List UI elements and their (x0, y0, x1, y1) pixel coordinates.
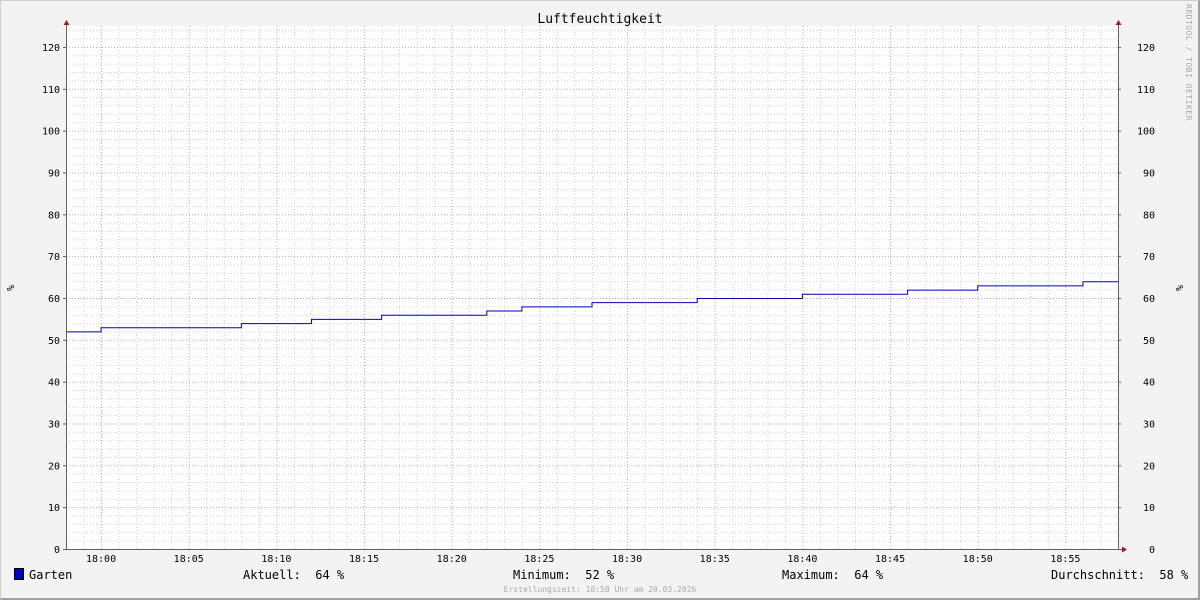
legend-current: Aktuell: 64 % (243, 568, 345, 582)
y-axis-arrow-right (1115, 20, 1122, 25)
legend-maximum: Maximum: 64 % (782, 568, 884, 582)
x-tick-label: 18:05 (174, 554, 204, 565)
y-tick-label-right: 90 (1143, 168, 1155, 179)
y-tick-label-left: 90 (48, 168, 60, 179)
y-tick-label-right: 100 (1137, 127, 1155, 138)
y-tick-label-right: 80 (1143, 210, 1155, 221)
x-tick-label: 18:00 (86, 554, 116, 565)
y-tick-label-right: 70 (1143, 252, 1155, 263)
y-tick-label-left: 110 (42, 85, 60, 96)
footer-timestamp: Erstellungszeit: 18:58 Uhr am 20.03.2026 (503, 585, 697, 594)
y-tick-label-left: 70 (48, 252, 60, 263)
legend-swatch (14, 568, 24, 580)
y-tick-label-left: 60 (48, 294, 60, 305)
y-axis-arrow-left (63, 20, 70, 25)
x-tick-label: 18:10 (261, 554, 291, 565)
legend-series: Garten (14, 568, 72, 582)
y-tick-label-right: 50 (1143, 336, 1155, 347)
y-tick-label-right: 0 (1149, 545, 1155, 556)
x-tick-label: 18:20 (437, 554, 467, 565)
legend-series-name: Garten (29, 568, 73, 582)
y-axis-label-right: % (1175, 285, 1186, 291)
x-tick-label: 18:45 (875, 554, 905, 565)
x-tick-label: 18:35 (700, 554, 730, 565)
y-tick-label-right: 120 (1137, 43, 1155, 54)
x-tick-label: 18:40 (787, 554, 817, 565)
y-tick-label-right: 110 (1137, 85, 1155, 96)
y-tick-label-left: 120 (42, 43, 60, 54)
y-tick-label-left: 20 (48, 461, 60, 472)
chart-title: Luftfeuchtigkeit (537, 12, 662, 27)
y-tick-label-right: 20 (1143, 461, 1155, 472)
x-tick-label: 18:55 (1050, 554, 1080, 565)
legend-average: Durchschnitt: 58 % (1051, 568, 1189, 582)
x-tick-label: 18:30 (612, 554, 642, 565)
x-axis-arrow (1122, 546, 1127, 553)
y-tick-label-right: 60 (1143, 294, 1155, 305)
y-tick-label-right: 30 (1143, 419, 1155, 430)
series-line (66, 281, 1118, 333)
y-tick-label-left: 0 (54, 545, 60, 556)
y-tick-label-right: 10 (1143, 503, 1155, 514)
y-axis-label-left: % (6, 285, 17, 291)
y-tick-label-right: 40 (1143, 378, 1155, 389)
y-tick-label-left: 10 (48, 503, 60, 514)
y-tick-label-left: 40 (48, 378, 60, 389)
y-tick-label-left: 100 (42, 127, 60, 138)
y-tick-label-left: 80 (48, 210, 60, 221)
y-tick-label-left: 50 (48, 336, 60, 347)
x-tick-label: 18:15 (349, 554, 379, 565)
x-tick-label: 18:25 (524, 554, 554, 565)
watermark: RRDTOOL / TOBI OETIKER (1184, 4, 1193, 121)
legend-minimum: Minimum: 52 % (513, 568, 615, 582)
y-tick-label-left: 30 (48, 419, 60, 430)
x-tick-label: 18:50 (963, 554, 993, 565)
